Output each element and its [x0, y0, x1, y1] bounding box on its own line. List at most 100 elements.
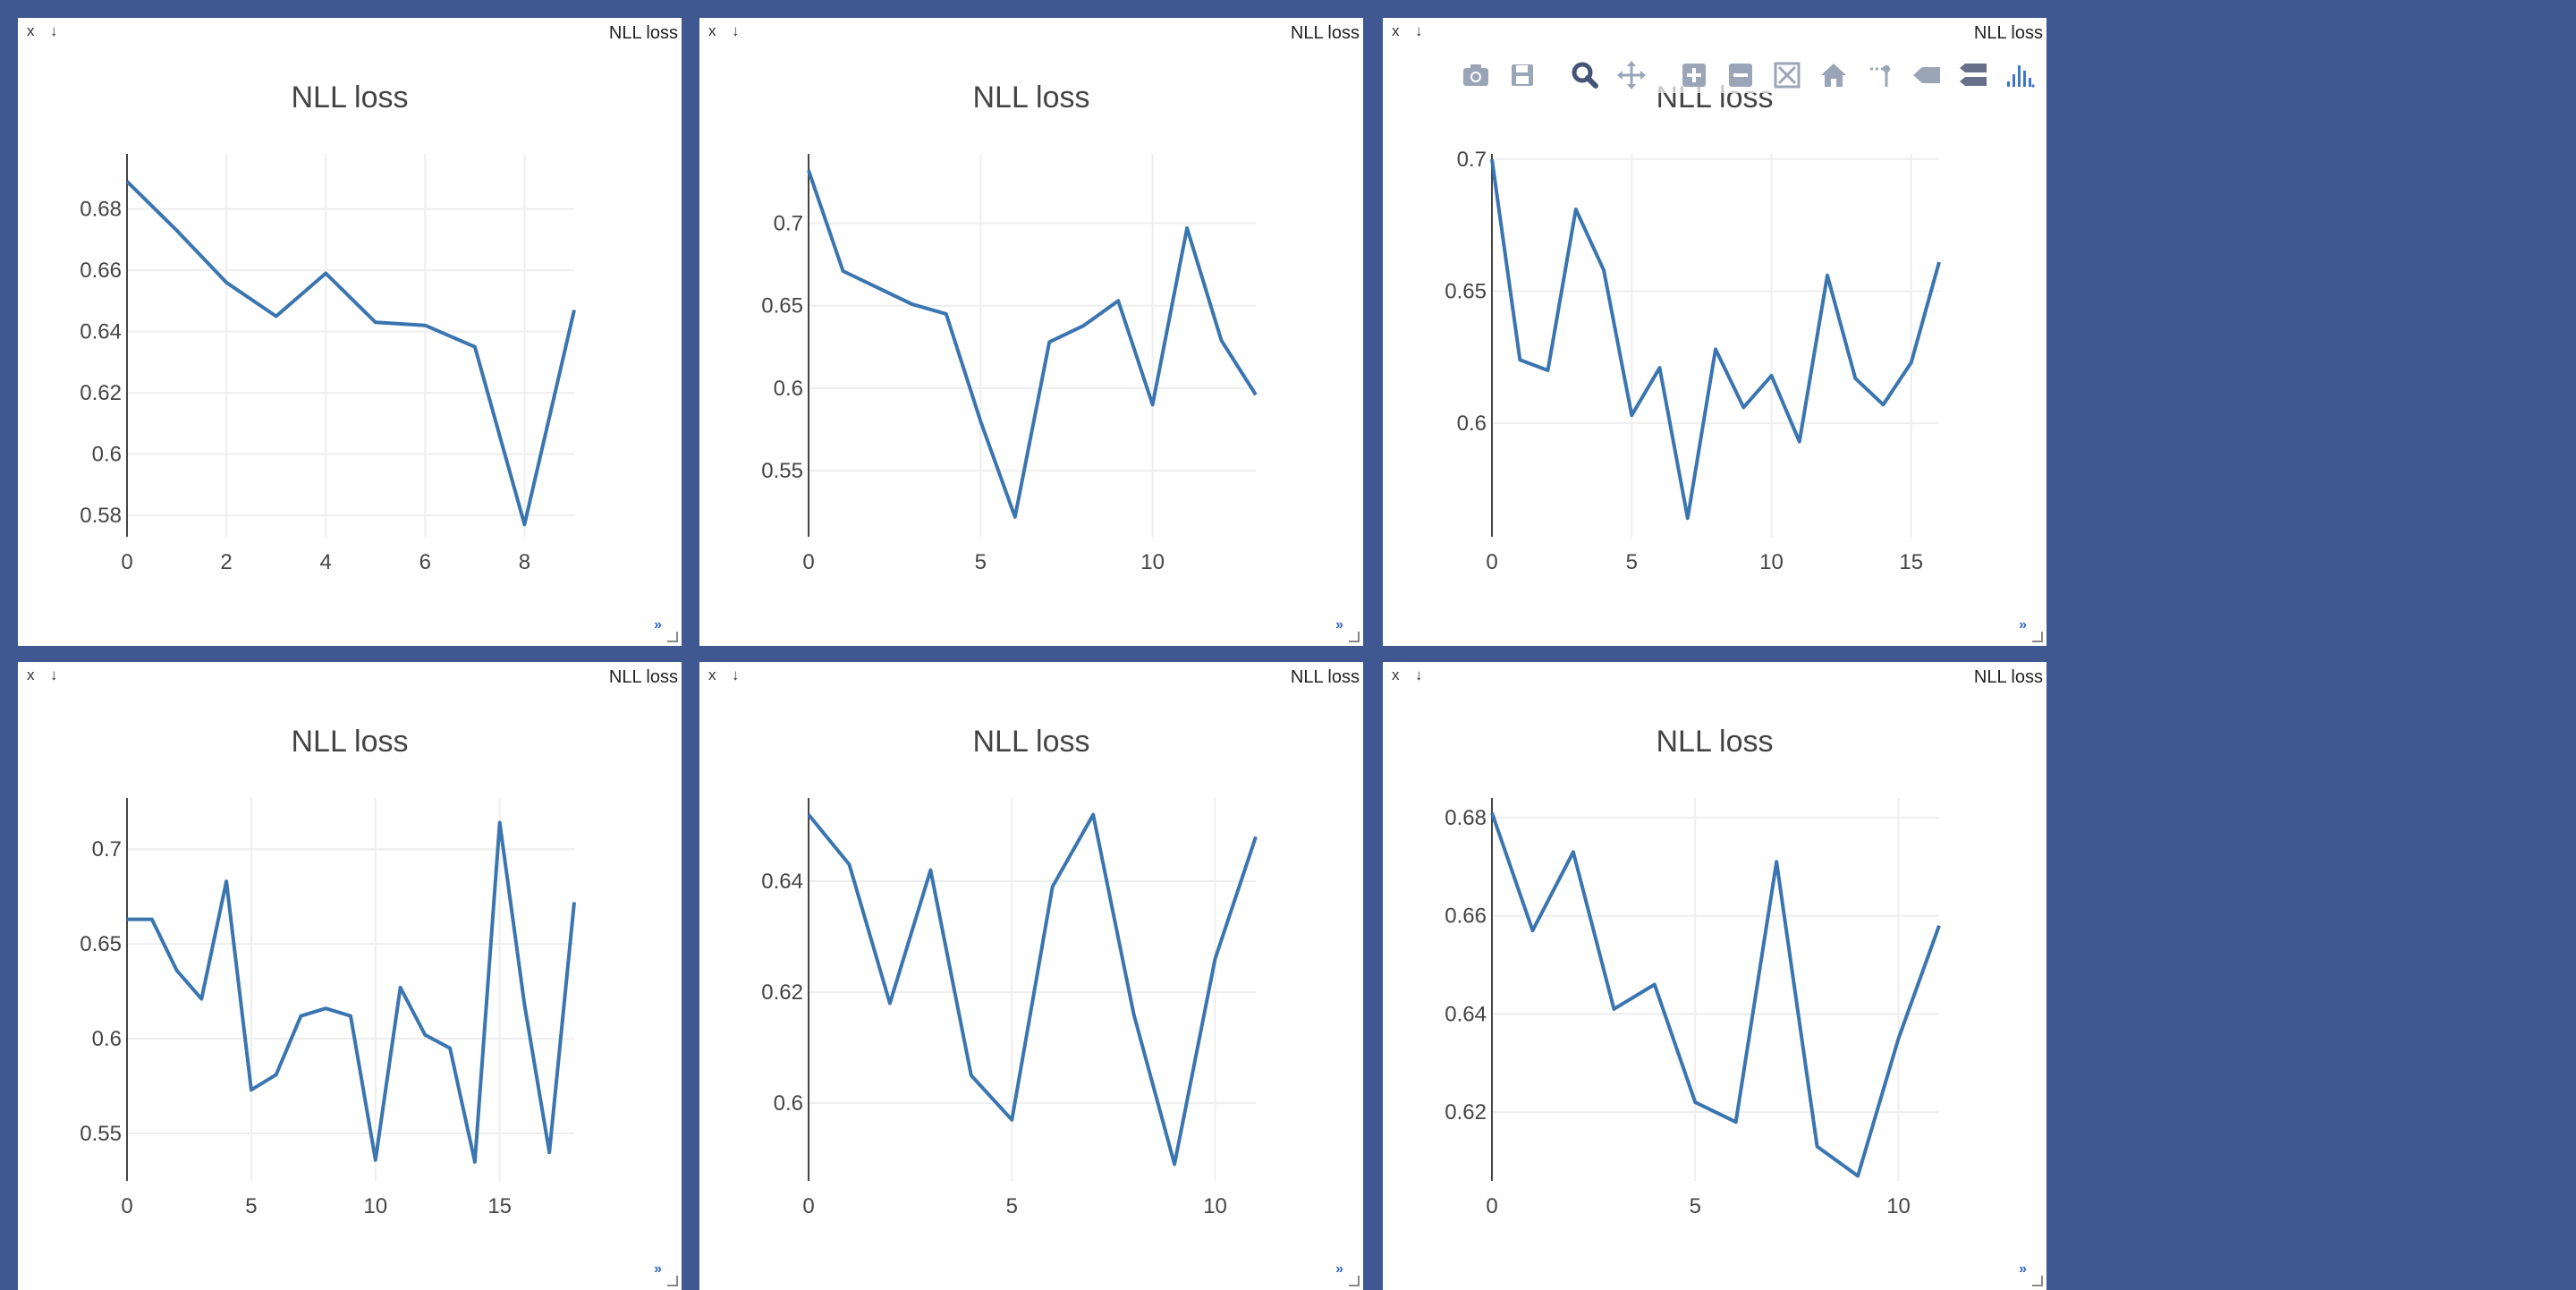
- chart-title: NLL loss: [972, 725, 1089, 759]
- line-chart[interactable]: NLL loss 0 5 10 15 0.55 0.6 0.65 0.7: [18, 662, 682, 1290]
- pane-resize-handle[interactable]: [667, 632, 678, 642]
- pane-title: NLL loss: [1290, 23, 1360, 43]
- x-tick-label: 8: [519, 550, 530, 574]
- pane-expand-button[interactable]: »: [654, 617, 662, 632]
- pane-close-button[interactable]: x: [27, 22, 35, 39]
- series-line: [807, 812, 1258, 1167]
- line-chart[interactable]: NLL loss 0 2 4 6 8 0.58 0.6 0.62 0.64 0.66 0.68: [18, 18, 682, 646]
- pane-download-button[interactable]: ↓: [732, 22, 740, 39]
- y-tick-label: 0.65: [80, 932, 122, 956]
- x-tick-label: 5: [1626, 550, 1638, 574]
- pane-title: NLL loss: [1973, 23, 2043, 43]
- hover-compare-icon[interactable]: [1953, 57, 1993, 93]
- pane-download-button[interactable]: ↓: [1415, 666, 1423, 683]
- pane-close-button[interactable]: x: [1392, 22, 1400, 39]
- pane-title: NLL loss: [1973, 667, 2043, 687]
- pane-resize-handle[interactable]: [2032, 632, 2043, 642]
- pane-title: NLL loss: [1290, 667, 1360, 687]
- y-tick-label: 0.65: [761, 294, 803, 318]
- y-tick-label: 0.58: [80, 504, 122, 528]
- hover-closest-icon[interactable]: [1907, 57, 1946, 93]
- series-line: [125, 180, 576, 527]
- pane-close-button[interactable]: x: [27, 666, 35, 683]
- pane-download-button[interactable]: ↓: [50, 22, 58, 39]
- y-tick-label: 0.7: [1457, 148, 1487, 172]
- x-tick-label: 10: [1759, 550, 1784, 574]
- plotly-logo-icon[interactable]: [2000, 57, 2039, 93]
- pane-close-button[interactable]: x: [708, 666, 716, 683]
- x-tick-label: 5: [1006, 1194, 1018, 1218]
- spike-lines-icon[interactable]: [1860, 57, 1900, 93]
- x-tick-label: 0: [121, 1194, 132, 1218]
- x-tick-label: 5: [245, 1194, 257, 1218]
- y-tick-label: 0.6: [92, 443, 122, 467]
- y-tick-label: 0.6: [774, 1091, 803, 1116]
- plot-pane: x ↓ NLL loss NLL loss 0 5 10 15 0.6 0.65 0.7: [1383, 18, 2046, 646]
- x-tick-label: 2: [220, 550, 232, 574]
- x-tick-label: 0: [1486, 550, 1497, 574]
- y-tick-label: 0.62: [761, 980, 803, 1005]
- line-chart[interactable]: NLL loss 0 5 10 0.6 0.62 0.64: [699, 662, 1363, 1290]
- x-tick-label: 10: [1140, 550, 1165, 574]
- y-tick-label: 0.6: [774, 377, 803, 401]
- y-tick-label: 0.55: [80, 1122, 122, 1146]
- plot-pane: x ↓ NLL loss NLL loss 0 5 10 0.55 0.6 0.65 0.7 …: [699, 18, 1363, 646]
- pane-expand-button[interactable]: »: [654, 1261, 662, 1277]
- y-tick-label: 0.62: [80, 381, 122, 405]
- pane-resize-handle[interactable]: [1349, 1276, 1360, 1286]
- pane-title: NLL loss: [608, 23, 678, 43]
- save-icon[interactable]: [1503, 57, 1542, 93]
- y-tick-label: 0.7: [92, 837, 122, 861]
- y-tick-label: 0.66: [80, 259, 122, 283]
- x-tick-label: 10: [363, 1194, 387, 1218]
- chart-title: NLL loss: [972, 81, 1089, 115]
- pane-resize-handle[interactable]: [2032, 1276, 2043, 1286]
- reset-axes-icon[interactable]: [1814, 57, 1853, 93]
- series-line: [1490, 811, 1941, 1178]
- y-tick-label: 0.55: [761, 459, 803, 483]
- chart-title: NLL loss: [291, 725, 408, 759]
- pane-resize-handle[interactable]: [667, 1276, 678, 1286]
- y-tick-label: 0.68: [1445, 806, 1487, 830]
- y-tick-label: 0.64: [761, 870, 803, 894]
- zoom-in-icon[interactable]: [1674, 57, 1714, 93]
- y-tick-label: 0.68: [80, 198, 122, 222]
- pane-expand-button[interactable]: »: [1335, 1261, 1343, 1277]
- x-tick-label: 0: [802, 1194, 814, 1218]
- x-tick-label: 6: [419, 550, 431, 574]
- x-tick-label: 5: [1690, 1194, 1701, 1218]
- plot-modebar: [1456, 57, 2039, 93]
- line-chart[interactable]: NLL loss 0 5 10 15 0.6 0.65 0.7: [1383, 18, 2046, 646]
- pane-title: NLL loss: [608, 667, 678, 687]
- pane-expand-button[interactable]: »: [2019, 617, 2027, 632]
- pane-close-button[interactable]: x: [1392, 666, 1400, 683]
- x-tick-label: 4: [320, 550, 332, 574]
- x-tick-label: 0: [802, 550, 814, 574]
- y-tick-label: 0.65: [1445, 279, 1487, 303]
- y-tick-label: 0.62: [1445, 1100, 1487, 1125]
- y-tick-label: 0.64: [80, 320, 122, 344]
- plot-pane: x ↓ NLL loss NLL loss 0 5 10 0.62 0.64 0.66 0.6…: [1383, 662, 2046, 1290]
- pane-download-button[interactable]: ↓: [1415, 22, 1423, 39]
- zoom-out-icon[interactable]: [1721, 57, 1760, 93]
- y-tick-label: 0.6: [92, 1027, 122, 1051]
- pan-icon[interactable]: [1612, 57, 1651, 93]
- y-tick-label: 0.6: [1457, 412, 1487, 436]
- pane-expand-button[interactable]: »: [1335, 617, 1343, 632]
- pane-download-button[interactable]: ↓: [50, 666, 58, 683]
- pane-resize-handle[interactable]: [1349, 632, 1360, 642]
- plot-pane: x ↓ NLL loss NLL loss 0 5 10 0.6 0.62 0.64 »: [699, 662, 1363, 1290]
- line-chart[interactable]: NLL loss 0 5 10 0.62 0.64 0.66 0.68: [1383, 662, 2046, 1290]
- zoom-icon[interactable]: [1565, 57, 1605, 93]
- series-line: [807, 169, 1258, 519]
- autoscale-icon[interactable]: [1767, 57, 1807, 93]
- pane-download-button[interactable]: ↓: [732, 666, 740, 683]
- pane-close-button[interactable]: x: [708, 22, 716, 39]
- x-tick-label: 10: [1886, 1194, 1911, 1218]
- series-line: [127, 820, 576, 1164]
- x-tick-label: 15: [487, 1194, 512, 1218]
- plot-pane: x ↓ NLL loss NLL loss 0 2 4 6 8 0.58 0.6 0.62 0.6…: [18, 18, 682, 646]
- camera-icon[interactable]: [1456, 57, 1496, 93]
- line-chart[interactable]: NLL loss 0 5 10 0.55 0.6 0.65 0.7: [699, 18, 1363, 646]
- pane-expand-button[interactable]: »: [2019, 1261, 2027, 1277]
